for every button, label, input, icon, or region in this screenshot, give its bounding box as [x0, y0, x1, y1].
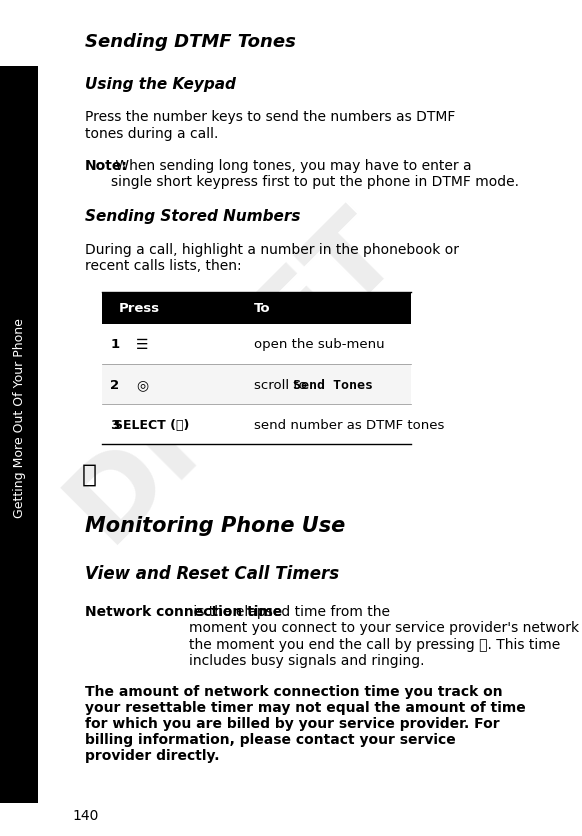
Text: 3: 3 — [110, 418, 119, 431]
Text: 140: 140 — [72, 808, 98, 822]
Text: Sending DTMF Tones: Sending DTMF Tones — [85, 33, 296, 52]
Text: When sending long tones, you may have to enter a
single short keypress first to : When sending long tones, you may have to… — [111, 159, 519, 189]
Text: send number as DTMF tones: send number as DTMF tones — [254, 418, 445, 431]
Text: open the sub-menu: open the sub-menu — [254, 338, 385, 351]
Bar — [102, 364, 411, 405]
Text: Note:: Note: — [85, 159, 127, 173]
Text: Network connection time: Network connection time — [85, 604, 282, 619]
Bar — [0, 67, 38, 803]
Text: Getting More Out Of Your Phone: Getting More Out Of Your Phone — [13, 319, 26, 517]
Text: ◎: ◎ — [136, 378, 148, 391]
Text: SELECT (ⓢ): SELECT (ⓢ) — [115, 418, 190, 431]
Text: Sending Stored Numbers: Sending Stored Numbers — [85, 209, 300, 224]
Text: To: To — [254, 302, 271, 315]
Text: 1: 1 — [110, 338, 119, 351]
Text: View and Reset Call Timers: View and Reset Call Timers — [85, 564, 339, 583]
Text: 2: 2 — [110, 378, 119, 391]
Bar — [102, 405, 411, 445]
Text: is the elapsed time from the
moment you connect to your service provider's netwo: is the elapsed time from the moment you … — [189, 604, 582, 667]
Text: Monitoring Phone Use: Monitoring Phone Use — [85, 516, 345, 536]
Bar — [102, 324, 411, 364]
Text: Send Tones: Send Tones — [293, 378, 373, 391]
Text: ☰: ☰ — [136, 338, 148, 351]
Text: DRAFT: DRAFT — [48, 191, 418, 561]
Text: 🖥: 🖥 — [81, 462, 97, 486]
Text: Press the number keys to send the numbers as DTMF
tones during a call.: Press the number keys to send the number… — [85, 110, 455, 140]
Text: Using the Keypad: Using the Keypad — [85, 77, 236, 92]
Text: Press: Press — [119, 302, 160, 315]
Bar — [102, 293, 411, 324]
Text: The amount of network connection time you track on
your resettable timer may not: The amount of network connection time yo… — [85, 684, 526, 762]
Text: scroll to: scroll to — [254, 378, 311, 391]
Text: During a call, highlight a number in the phonebook or
recent calls lists, then:: During a call, highlight a number in the… — [85, 242, 459, 273]
